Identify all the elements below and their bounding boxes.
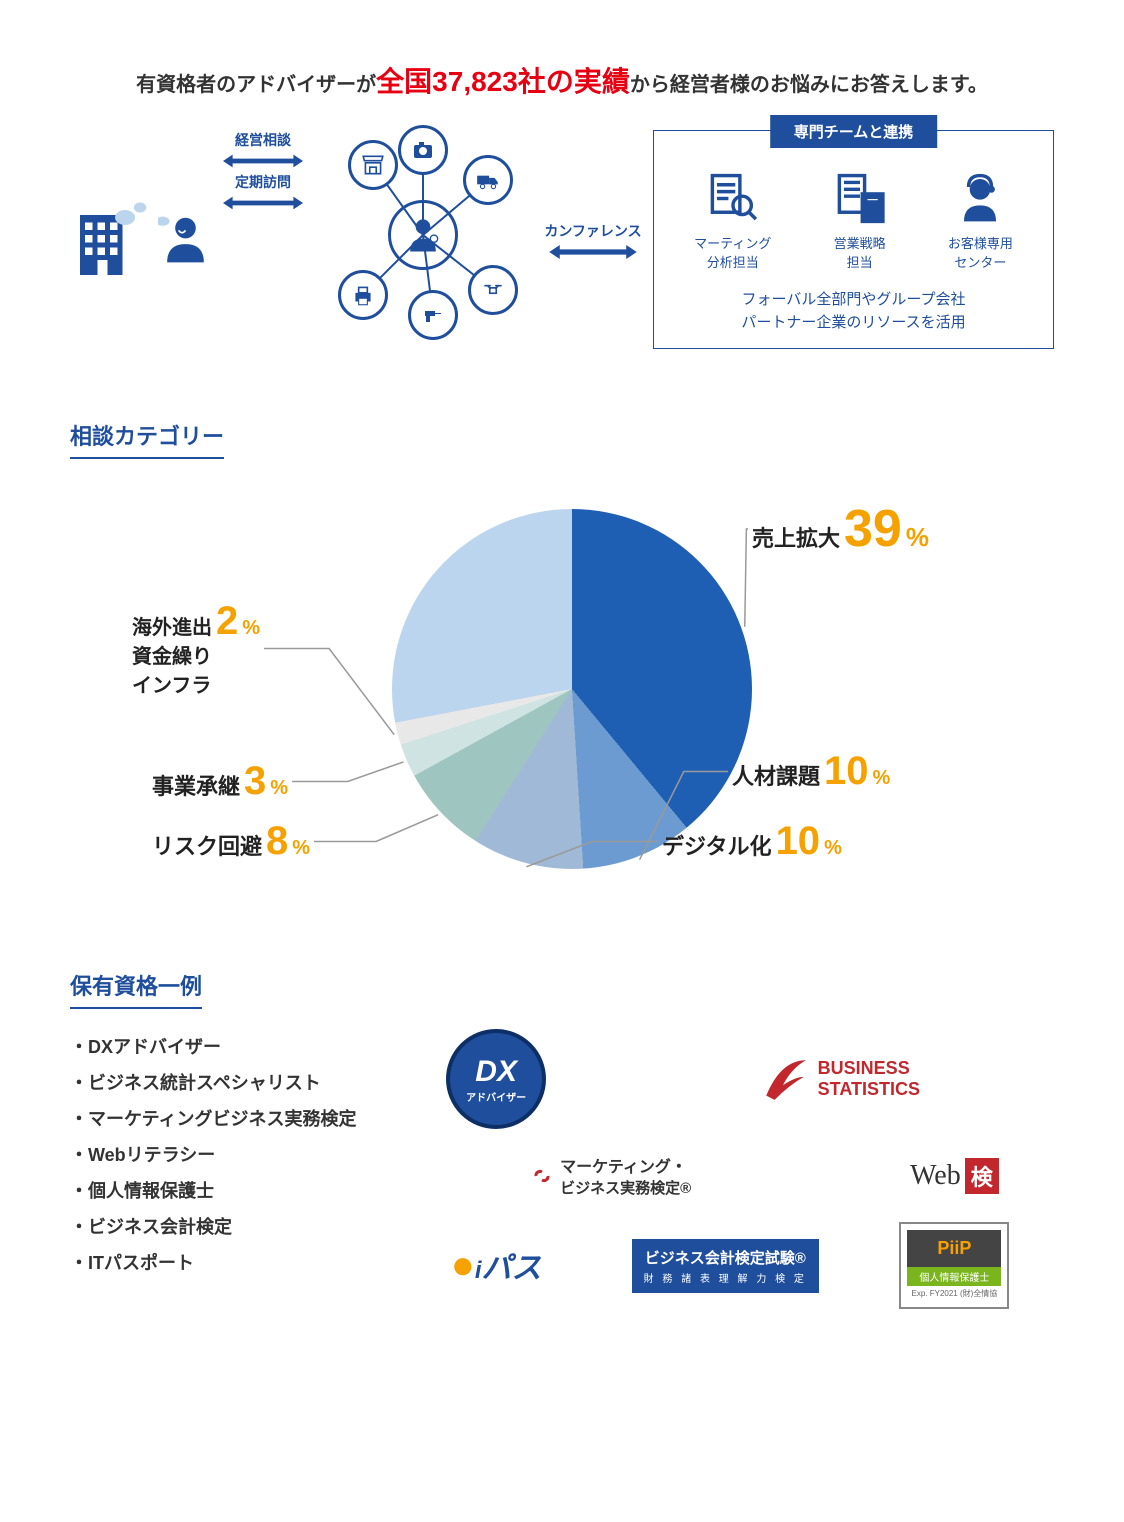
camera-icon <box>398 125 448 175</box>
team-item-sales: 営業戦略担当 <box>830 171 890 271</box>
headline-em: 全国37,823社の実績 <box>376 66 630 97</box>
doc-search-icon <box>703 171 763 226</box>
building-icon <box>70 200 150 280</box>
pie-label: 海外進出資金繰りインフラ2% <box>132 599 260 698</box>
qual-list: DXアドバイザービジネス統計スペシャリストマーケティングビジネス実務検定Webリ… <box>70 1029 357 1309</box>
pie-chart <box>392 509 752 869</box>
qual-section-title: 保有資格一例 <box>70 969 202 1009</box>
page: 有資格者のアドバイザーが全国37,823社の実績から経営者様のお悩みにお答えしま… <box>0 0 1124 1389</box>
headline: 有資格者のアドバイザーが全国37,823社の実績から経営者様のお悩みにお答えしま… <box>70 60 1054 100</box>
team-box: 専門チームと連携 マーティング分析担当 営業戦略担当 お客様専用センター フォー… <box>653 130 1054 349</box>
printer-icon <box>338 270 388 320</box>
cert-mkbiz: マーケティング・ビジネス実務検定® <box>397 1153 825 1198</box>
qual-item: ビジネス統計スペシャリスト <box>70 1065 357 1101</box>
qual-item: DXアドバイザー <box>70 1029 357 1065</box>
conference-arrow: カンファレンス <box>543 130 643 349</box>
doc-calc-icon <box>830 171 890 226</box>
network-center-icon <box>388 200 458 270</box>
pie-label: 事業承継3% <box>152 759 288 804</box>
qual-item: ビジネス会計検定 <box>70 1209 357 1245</box>
dbl-arrow-icon <box>223 154 303 168</box>
truck-icon <box>463 155 513 205</box>
consult-visit-arrows: 経営相談 定期訪問 <box>223 130 303 349</box>
qual-item: Webリテラシー <box>70 1137 357 1173</box>
conference-label: カンファレンス <box>544 221 641 241</box>
visit-label: 定期訪問 <box>235 172 291 192</box>
swoosh-icon <box>760 1054 810 1104</box>
cert-bizkaikei: ビジネス会計検定試験®財 務 諸 表 理 解 力 検 定 <box>626 1239 825 1293</box>
network-hub <box>313 130 533 340</box>
flow-left <box>70 130 213 349</box>
advisor-icon <box>158 212 213 267</box>
cert-webken: Web検 <box>855 1158 1054 1194</box>
cert-grid: DXアドバイザー BUSINESSSTATISTICS マーケティング・ビジネス… <box>397 1029 1054 1309</box>
pie-label: 人材課題10% <box>732 749 890 794</box>
shop-icon <box>348 140 398 190</box>
drill-icon <box>408 290 458 340</box>
cert-ipass: ●iパス <box>397 1243 596 1288</box>
flow-diagram: 経営相談 定期訪問 カンファレンス <box>70 130 1054 349</box>
headline-pre: 有資格者のアドバイザーが <box>136 74 376 96</box>
drone-icon <box>468 265 518 315</box>
pie-section: 相談カテゴリー 売上拡大39% 人材課題10% デジタル化10% リスク回避8% 事業承… <box>70 389 1054 909</box>
team-tag: 専門チームと連携 <box>770 115 938 148</box>
pie-label: デジタル化10% <box>662 819 842 864</box>
team-note: フォーバル全部門やグループ会社 パートナー企業のリソースを活用 <box>668 281 1039 334</box>
pie-label: 売上拡大39% <box>752 499 929 559</box>
consult-label: 経営相談 <box>235 130 291 150</box>
qual-item: ITパスポート <box>70 1245 357 1281</box>
team-item-support: お客様専用センター <box>948 171 1013 271</box>
cert-dx: DXアドバイザー <box>397 1029 596 1129</box>
qual-section: 保有資格一例 DXアドバイザービジネス統計スペシャリストマーケティングビジネス実… <box>70 939 1054 1309</box>
headline-post: から経営者様のお悩みにお答えします。 <box>630 74 988 96</box>
qual-item: マーケティングビジネス実務検定 <box>70 1101 357 1137</box>
qual-item: 個人情報保護士 <box>70 1173 357 1209</box>
pie-label: リスク回避8% <box>152 819 310 864</box>
cert-bizstat: BUSINESSSTATISTICS <box>626 1054 1054 1104</box>
support-icon <box>950 171 1010 226</box>
dbl-arrow-icon <box>543 245 643 259</box>
link-icon <box>530 1164 554 1188</box>
dbl-arrow-icon <box>223 196 303 210</box>
cert-piip: PiiP個人情報保護士Exp. FY2021 (財)全情協 <box>855 1222 1054 1309</box>
pie-section-title: 相談カテゴリー <box>70 419 224 459</box>
team-row: マーティング分析担当 営業戦略担当 お客様専用センター <box>668 171 1039 271</box>
team-item-marketing: マーティング分析担当 <box>694 171 771 271</box>
pie-wrap: 売上拡大39% 人材課題10% デジタル化10% リスク回避8% 事業承継3% 海外進出資… <box>92 489 1032 909</box>
